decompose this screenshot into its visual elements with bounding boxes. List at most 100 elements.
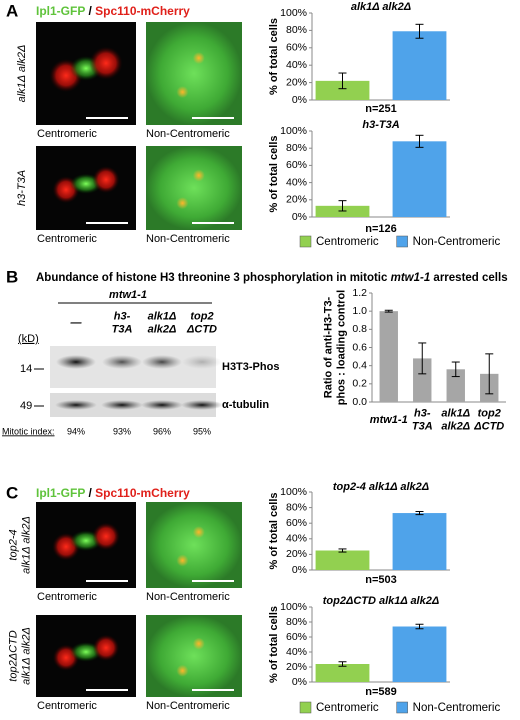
x-tick-label: h3-T3A — [412, 407, 433, 432]
mitotic-index: 95% — [193, 426, 211, 436]
bar — [392, 626, 447, 682]
stain-header: Ipl1-GFP / Spc110-mCherry — [36, 486, 190, 500]
error-bar — [418, 342, 427, 375]
y-axis-label: % of total cells — [268, 18, 280, 95]
bar — [315, 80, 370, 100]
y-axis-label: % of total cells — [268, 135, 280, 212]
title-part: mtw1-1 — [391, 272, 431, 284]
error-bar — [338, 72, 347, 90]
title-part: Abundance of histone H3 threonine 3 phos… — [36, 272, 391, 284]
band — [56, 355, 96, 369]
header-part: Spc110-mCherry — [95, 486, 190, 500]
lane-label: alk1Δ alk2Δ — [148, 310, 177, 335]
y-tick-label: 40% — [286, 176, 307, 188]
band-label: α-tubulin — [222, 399, 269, 411]
noncentromeric-image — [146, 615, 242, 697]
error-bar — [338, 548, 347, 553]
y-tick-label: 80% — [286, 24, 307, 36]
image-caption: Non-Centromeric — [146, 128, 230, 140]
image-caption: Centromeric — [37, 591, 97, 603]
image-caption: Non-Centromeric — [146, 591, 230, 603]
spot — [192, 637, 205, 650]
centromeric-image — [36, 22, 136, 125]
error-bar — [338, 661, 347, 667]
y-tick-label: 40% — [286, 646, 307, 658]
lane-label: top2 ΔCTD — [186, 310, 217, 335]
spot — [192, 169, 205, 182]
band — [102, 355, 142, 369]
row-label: h3-T3A — [16, 170, 28, 206]
panel-label: A — [6, 1, 18, 20]
y-tick-label: 0.6 — [352, 341, 367, 353]
y-tick-label: 0% — [292, 676, 307, 688]
noncentromeric-image — [146, 502, 242, 588]
error-bar — [485, 353, 494, 395]
strain-label: mtw1-1 — [109, 289, 147, 301]
panel-label: C — [6, 483, 18, 502]
y-axis-label: % of total cells — [268, 606, 280, 683]
spot — [176, 197, 189, 210]
legend-swatch — [299, 701, 312, 714]
error-bar — [415, 511, 424, 516]
chart-title: alk1Δ alk2Δ — [351, 1, 411, 13]
y-tick-label: 1.2 — [352, 287, 367, 299]
centromeric-image — [36, 502, 136, 588]
marker-label: 14 — [20, 363, 32, 375]
y-tick-label: 20% — [286, 76, 307, 88]
spot — [89, 46, 123, 80]
y-tick-label: 80% — [286, 616, 307, 628]
y-tick-label: 60% — [286, 42, 307, 54]
centromeric-image — [36, 615, 136, 697]
legend-swatch — [396, 235, 408, 248]
image-caption: Centromeric — [37, 233, 97, 245]
y-tick-label: 60% — [286, 631, 307, 643]
spot — [176, 664, 189, 677]
noncentromeric-image — [146, 146, 242, 230]
lane-label: h3-T3A — [112, 310, 133, 335]
panel-b-title: Abundance of histone H3 threonine 3 phos… — [36, 272, 508, 284]
spot — [192, 526, 205, 539]
image-caption: Centromeric — [37, 700, 97, 712]
band — [101, 400, 143, 410]
chart-title: h3-T3A — [362, 119, 399, 131]
y-tick-label: 0.0 — [352, 396, 367, 408]
error-bar — [384, 309, 393, 313]
annotation: n=503 — [365, 574, 397, 586]
noncentromeric-image — [146, 22, 242, 125]
chart-title: top2-4 alk1Δ alk2Δ — [333, 481, 429, 493]
y-tick-label: 40% — [286, 533, 307, 545]
y-tick-label: 100% — [280, 125, 307, 137]
annotation: n=251 — [365, 103, 397, 115]
y-tick-label: 60% — [286, 159, 307, 171]
spot — [92, 522, 120, 551]
bar — [392, 141, 447, 217]
mitotic-label: Mitotic index: — [2, 426, 55, 436]
stain-header: Ipl1-GFP / Spc110-mCherry — [36, 4, 190, 18]
y-tick-label: 100% — [280, 601, 307, 613]
y-tick-label: 20% — [286, 548, 307, 560]
legend-swatch — [396, 701, 408, 714]
y-tick-label: 1.0 — [352, 305, 367, 317]
band — [142, 355, 182, 369]
spot — [176, 554, 189, 567]
centromeric-image — [36, 146, 136, 230]
spot — [92, 634, 120, 661]
annotation: n=126 — [365, 223, 397, 235]
header-part: Ipl1-GFP — [36, 4, 85, 18]
error-bar — [338, 200, 347, 212]
legend-label: Non-Centromeric — [413, 236, 501, 248]
image-caption: Non-Centromeric — [146, 700, 230, 712]
legend-swatch — [299, 235, 312, 248]
band-label: H3T3-Phos — [222, 361, 279, 373]
y-tick-label: 40% — [286, 59, 307, 71]
y-tick-label: 80% — [286, 142, 307, 154]
band — [141, 400, 183, 410]
legend-label: Non-Centromeric — [413, 702, 501, 714]
error-bar — [415, 623, 424, 630]
row-label: top2-4alk1Δ alk2Δ — [7, 516, 32, 574]
x-tick-label: top2 ΔCTD — [473, 407, 504, 432]
y-tick-label: 20% — [286, 194, 307, 206]
y-tick-label: 80% — [286, 501, 307, 513]
panel-label: B — [6, 267, 18, 286]
y-tick-label: 0.8 — [352, 323, 367, 335]
